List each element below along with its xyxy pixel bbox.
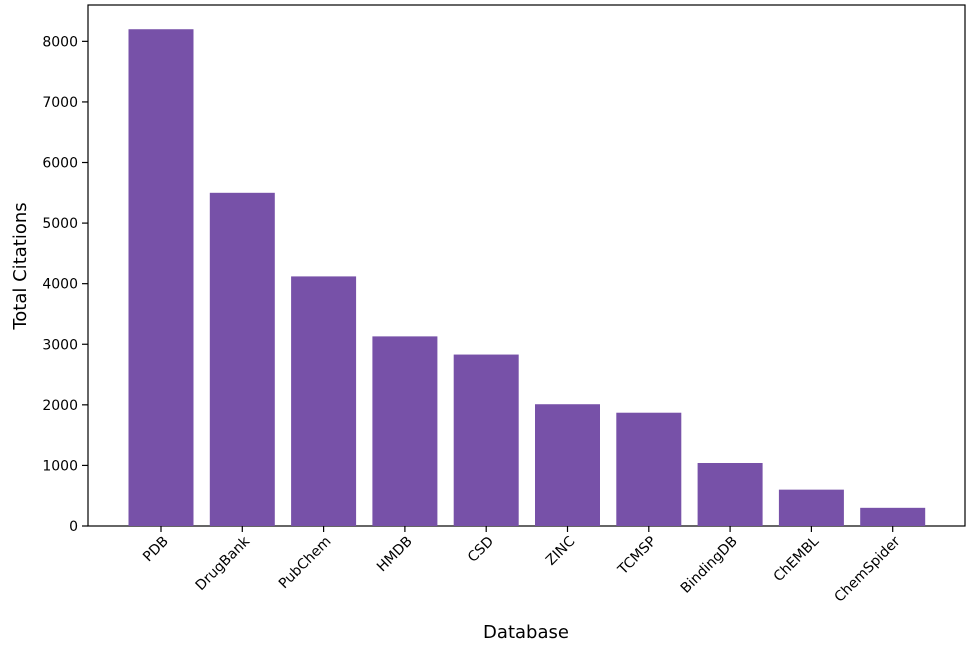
x-axis: PDB DrugBank PubChem HMDB CSD ZINC TCMSP Bindin… [140,526,904,606]
x-tick-label: TCMSP [614,534,659,579]
y-tick-label: 1000 [42,458,78,474]
bar-bindingdb [697,462,763,526]
bars-group [128,29,926,527]
y-tick-label: 3000 [42,337,78,353]
y-tick-label: 4000 [42,277,78,293]
x-tick-label: ChEMBL [771,533,823,585]
bar-drugbank [209,192,275,527]
x-axis-title: Database [483,622,569,643]
y-axis: 0 1000 2000 3000 4000 5000 6000 7000 8000 [42,34,88,535]
y-tick-label: 8000 [42,34,78,50]
x-tick-label: PDB [140,534,172,566]
bar-chemspider [860,507,926,526]
bar-chembl [778,489,844,526]
y-axis-title: Total Citations [10,202,31,330]
bar-tcmsp [616,412,682,526]
bar-zinc [535,404,600,526]
y-tick-label: 2000 [42,398,78,414]
y-tick-label: 5000 [42,216,78,232]
bar-hmdb [372,336,438,526]
bar-pdb [128,29,194,527]
plot-frame [87,4,966,527]
bar-pubchem [291,276,357,526]
x-tick-label: BindingDB [678,534,741,597]
y-tick-label: 7000 [42,95,78,111]
x-tick-label: ZINC [543,533,578,568]
y-tick-label: 6000 [42,156,78,172]
x-tick-label: HMDB [374,534,416,576]
x-tick-label: PubChem [276,534,335,593]
x-tick-label: DrugBank [193,533,254,594]
bar-csd [453,354,519,526]
x-tick-label: CSD [465,534,497,566]
y-tick-label: 0 [69,519,78,535]
x-tick-label: ChemSpider [832,533,904,605]
